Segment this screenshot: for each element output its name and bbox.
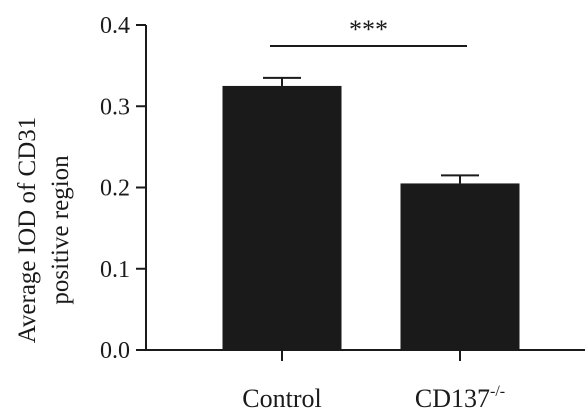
y-tick-label: 0.2	[100, 176, 130, 202]
y-tick-label: 0.0	[100, 338, 130, 364]
bar-0	[222, 85, 342, 350]
y-axis-label-line-2: positive region	[47, 155, 74, 305]
y-tick-label: 0.4	[100, 13, 130, 39]
bar-1	[400, 183, 520, 350]
y-tick-label: 0.1	[100, 257, 130, 283]
significance-label: ***	[349, 15, 388, 44]
x-tick-label: CD137-/-	[415, 383, 505, 413]
y-axis-label-line-1: Average IOD of CD31	[14, 117, 41, 344]
x-tick-label: Control	[242, 384, 321, 413]
plot-area: 0.0 0.1 0.2 0.3 0.4 Control CD137-/- ***	[100, 13, 585, 413]
y-axis-title: Average IOD of CD31 positive region	[14, 117, 74, 344]
y-tick-label: 0.3	[100, 94, 130, 120]
